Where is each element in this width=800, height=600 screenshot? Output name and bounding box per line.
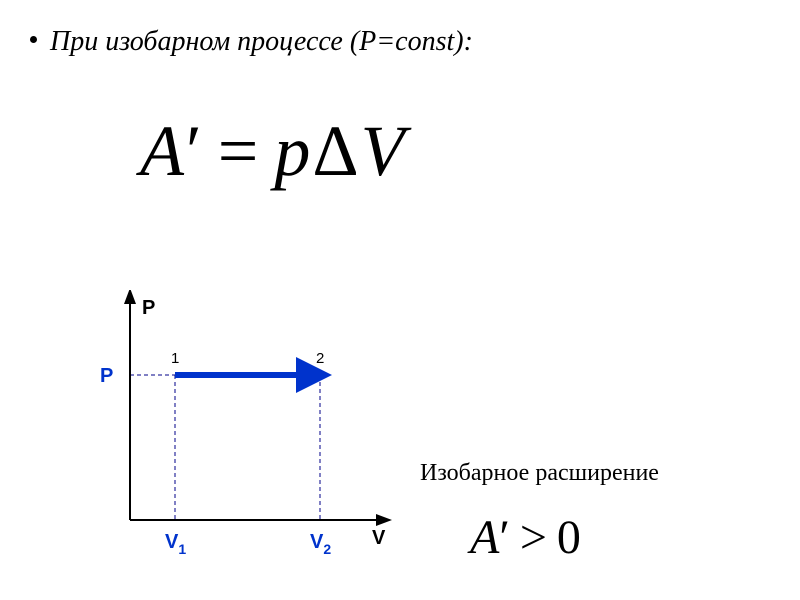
formula-equals: = <box>204 111 275 191</box>
formula-prime: ′ <box>186 111 204 191</box>
v1-label-sub: 1 <box>178 541 186 557</box>
ineq-prime: ′ <box>499 511 510 564</box>
pv-diagram: P V P V1 V2 1 2 <box>60 290 400 560</box>
p-level-label: P <box>100 365 113 387</box>
v1-label-main: V <box>165 531 179 553</box>
v2-label-sub: 2 <box>323 541 331 557</box>
formula-A: A <box>140 111 186 191</box>
expansion-caption: Изобарное расширение <box>420 460 659 487</box>
formula-delta: Δ <box>312 111 360 191</box>
inequality-formula: A′>0 <box>470 510 581 565</box>
ineq-gt: > <box>510 511 557 564</box>
ineq-zero: 0 <box>557 511 581 564</box>
axis-p-label: P <box>142 297 155 319</box>
v2-label-main: V <box>310 531 324 553</box>
main-formula: A′=pΔV <box>140 110 407 193</box>
point1-label: 1 <box>171 350 179 367</box>
v2-label: V2 <box>310 531 331 557</box>
formula-V: V <box>361 111 407 191</box>
ineq-A: A <box>470 511 499 564</box>
axis-v-label: V <box>372 527 386 549</box>
formula-p: p <box>274 111 312 191</box>
point2-label: 2 <box>316 350 324 367</box>
title-text: При изобарном процессе (P=const): <box>50 26 473 58</box>
v1-label: V1 <box>165 531 186 557</box>
title-bullet <box>30 36 37 43</box>
